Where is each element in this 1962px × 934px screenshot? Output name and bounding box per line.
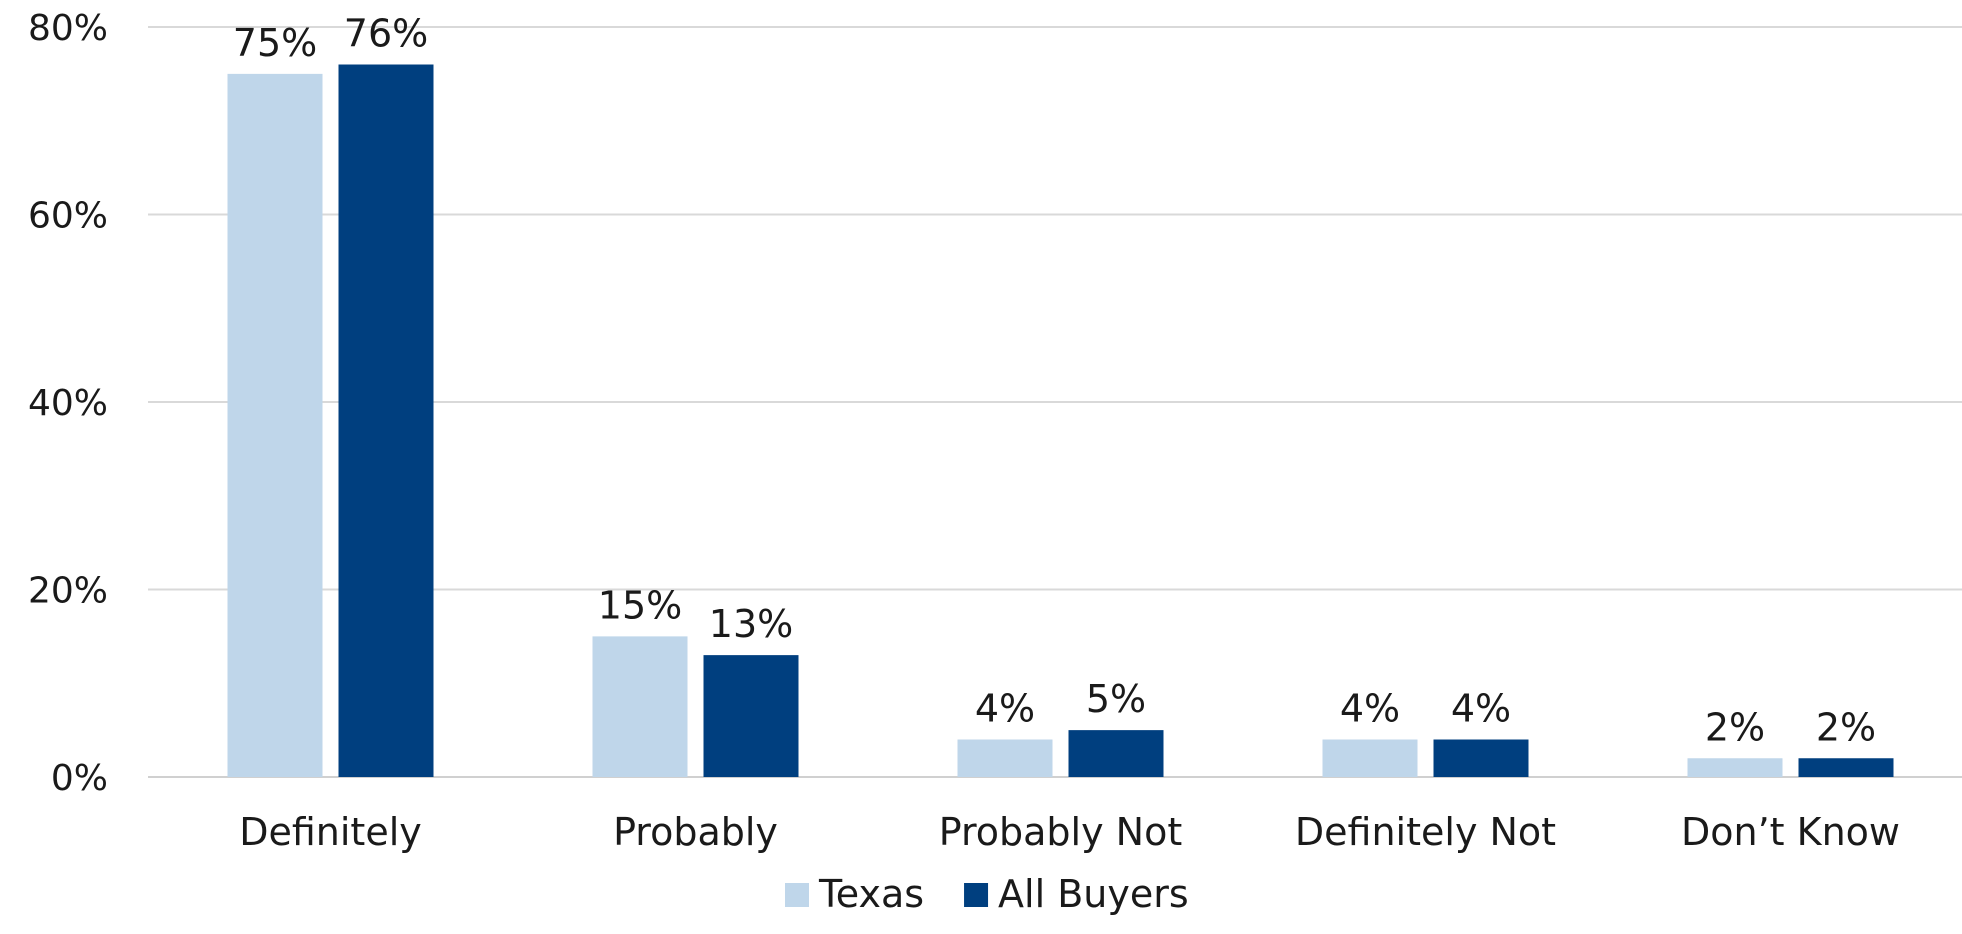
x-tick-label: Don’t Know (1681, 810, 1900, 854)
data-label: 75% (233, 21, 317, 65)
bar-texas (1322, 739, 1418, 777)
x-axis-tick-labels: Definitely Probably Probably Not Definitely… (239, 810, 1900, 854)
x-tick-label: Probably Not (939, 810, 1183, 854)
bar-texas (1687, 758, 1783, 777)
legend: Texas All Buyers (785, 872, 1189, 916)
bar-all-buyers (703, 655, 799, 777)
y-axis-tick-labels: 0% 20% 40% 60% 80% (28, 8, 108, 799)
bar-all-buyers (1433, 739, 1529, 777)
legend-swatch (964, 883, 989, 907)
y-tick-label: 0% (51, 758, 108, 799)
y-tick-label: 20% (28, 571, 108, 612)
data-labels: 75% 76% 15% 13% 4% 5% 4% 4% 2% 2% (233, 12, 1876, 750)
x-tick-label: Definitely Not (1295, 810, 1556, 854)
y-tick-label: 60% (28, 196, 108, 237)
y-tick-label: 80% (28, 8, 108, 49)
data-label: 5% (1086, 677, 1146, 721)
legend-swatch (785, 883, 809, 907)
data-label: 4% (975, 687, 1035, 731)
bar-all-buyers (1798, 758, 1894, 777)
bar-all-buyers (338, 64, 434, 777)
bars (227, 64, 1894, 777)
bar-texas (592, 636, 688, 777)
bar-texas (227, 73, 323, 777)
data-label: 4% (1451, 687, 1511, 731)
legend-label: Texas (818, 872, 924, 916)
data-label: 76% (344, 12, 428, 56)
data-label: 13% (709, 602, 793, 646)
legend-label: All Buyers (998, 872, 1189, 916)
y-tick-label: 40% (28, 383, 108, 424)
gridlines (148, 26, 1962, 778)
bar-texas (957, 739, 1053, 777)
data-label: 2% (1816, 705, 1876, 749)
bar-all-buyers (1068, 730, 1164, 777)
data-label: 4% (1340, 687, 1400, 731)
data-label: 15% (598, 583, 682, 627)
x-tick-label: Definitely (239, 810, 422, 854)
x-tick-label: Probably (613, 810, 778, 854)
data-label: 2% (1705, 705, 1765, 749)
